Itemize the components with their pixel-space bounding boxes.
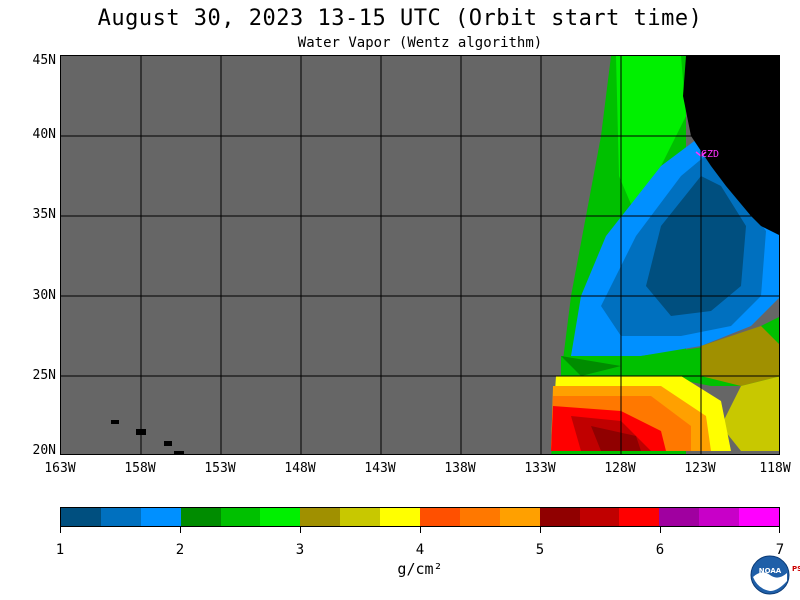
swath-layer [551, 56, 779, 454]
colorbar-label-7: 7 [775, 542, 785, 558]
land-mask [683, 56, 779, 235]
colorbar-tick [660, 527, 661, 533]
lon-label-143w: 143W [364, 461, 396, 476]
colorbar-segment [61, 508, 101, 526]
colorbar-segment [619, 508, 660, 526]
water-vapor-map: CZD [60, 55, 780, 455]
lat-label-25n: 25N [32, 368, 56, 383]
lon-label-118w: 118W [759, 461, 791, 476]
lat-label-20n: 20N [32, 443, 56, 458]
psl-logo-text: PSL [792, 565, 800, 573]
lon-label-163w: 163W [44, 461, 76, 476]
chart-subtitle: Water Vapor (Wentz algorithm) [297, 35, 543, 51]
colorbar-segment [420, 508, 460, 526]
lon-label-133w: 133W [524, 461, 556, 476]
colorbar-segment [100, 508, 141, 526]
colorbar-label-3: 3 [295, 542, 305, 558]
colorbar-tick [300, 527, 301, 533]
colorbar-segment [300, 508, 341, 526]
colorbar-label-4: 4 [415, 542, 425, 558]
colorbar-segment [459, 508, 500, 526]
lat-label-40n: 40N [32, 127, 56, 142]
map-svg: CZD [61, 56, 779, 454]
colorbar-tick [540, 527, 541, 533]
colorbar-segment [739, 508, 780, 526]
colorbar-label-6: 6 [655, 542, 665, 558]
lon-label-153w: 153W [204, 461, 236, 476]
colorbar-segment [539, 508, 580, 526]
colorbar-segment [579, 508, 620, 526]
colorbar-units: g/cm² [397, 560, 443, 578]
chart-title: August 30, 2023 13-15 UTC (Orbit start t… [97, 6, 703, 31]
lon-label-123w: 123W [684, 461, 716, 476]
noaa-logo-text: NOAA [759, 567, 782, 575]
lon-label-138w: 138W [444, 461, 476, 476]
lon-label-158w: 158W [124, 461, 156, 476]
colorbar-segment [140, 508, 181, 526]
colorbar-segment [659, 508, 700, 526]
colorbar-segment [260, 508, 301, 526]
lat-label-30n: 30N [32, 288, 56, 303]
graticule [61, 56, 779, 454]
colorbar-segment [220, 508, 261, 526]
lon-label-148w: 148W [284, 461, 316, 476]
colorbar-label-1: 1 [55, 542, 65, 558]
lat-label-35n: 35N [32, 207, 56, 222]
hawaii-islands [111, 420, 184, 454]
colorbar-tick [180, 527, 181, 533]
lon-label-128w: 128W [604, 461, 636, 476]
colorbar-segment [499, 508, 540, 526]
colorbar-tick [420, 527, 421, 533]
colorbar-tick [779, 527, 780, 533]
colorbar-label-2: 2 [175, 542, 185, 558]
colorbar-segment [180, 508, 221, 526]
lat-label-45n: 45N [32, 53, 56, 68]
colorbar-segment [380, 508, 421, 526]
colorbar-segment [699, 508, 740, 526]
colorbar-segment [340, 508, 381, 526]
czd-label: CZD [701, 149, 719, 160]
colorbar-tick [60, 527, 61, 533]
colorbar-label-5: 5 [535, 542, 545, 558]
colorbar [60, 507, 780, 527]
noaa-logo: NOAA [750, 555, 790, 595]
